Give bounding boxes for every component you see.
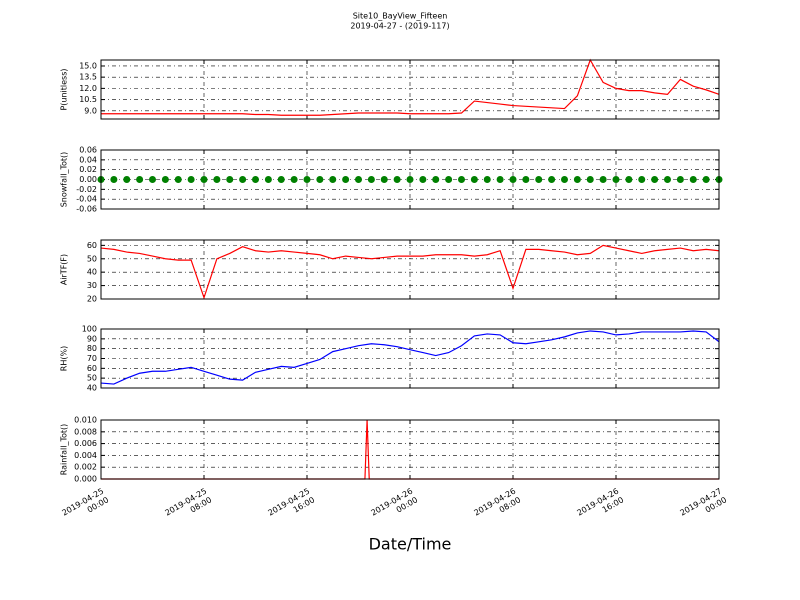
axes-frame — [100, 419, 720, 480]
point — [367, 176, 375, 183]
axes-frame — [100, 149, 720, 210]
y-tick-label: 0.00 — [79, 175, 97, 184]
series-line — [100, 244, 720, 300]
y-tick-label: 0.004 — [74, 451, 97, 460]
point — [174, 176, 182, 183]
figure-title: Site10_BayView_Fifteen — [353, 12, 448, 21]
point — [702, 176, 710, 183]
point — [535, 176, 543, 183]
point — [342, 176, 350, 183]
point — [676, 176, 684, 183]
point — [136, 176, 144, 183]
point — [689, 176, 697, 183]
point — [110, 176, 118, 183]
y-tick-label: 0.010 — [74, 416, 97, 425]
point — [432, 176, 440, 183]
point — [149, 176, 156, 183]
point — [393, 176, 401, 183]
point — [445, 176, 453, 183]
point — [651, 176, 659, 183]
point — [380, 176, 388, 183]
point — [612, 176, 620, 183]
point — [419, 176, 427, 183]
point — [470, 176, 478, 183]
y-tick-label: 13.5 — [79, 73, 97, 82]
point — [187, 176, 195, 183]
y-tick-label: 0.04 — [79, 155, 97, 164]
y-tick-label: 50 — [87, 254, 97, 263]
point — [638, 176, 646, 183]
point — [161, 176, 169, 183]
point — [625, 176, 633, 183]
y-axis-label: P(unitless) — [60, 68, 69, 110]
y-tick-label: -0.06 — [76, 205, 97, 214]
y-tick-label: 0.008 — [74, 427, 97, 436]
point — [522, 176, 530, 183]
y-tick-label: 0.06 — [79, 146, 97, 155]
y-tick-label: 9.0 — [84, 106, 97, 115]
point — [548, 176, 556, 183]
series-line — [100, 330, 720, 385]
point — [213, 176, 221, 183]
y-tick-label: 50 — [87, 374, 97, 383]
point — [303, 176, 311, 183]
y-tick-label: 70 — [87, 354, 97, 363]
point — [226, 176, 234, 183]
point — [264, 176, 272, 183]
point — [200, 176, 208, 183]
y-tick-label: 90 — [87, 334, 97, 343]
point — [664, 176, 671, 183]
point — [573, 176, 581, 183]
y-tick-label: 15.0 — [79, 61, 97, 70]
point — [599, 176, 607, 183]
y-axis-label: RH(%) — [60, 346, 69, 371]
point — [458, 176, 465, 183]
y-tick-label: 60 — [87, 241, 97, 250]
figure-subtitle: 2019-04-27 - (2019-117) — [350, 22, 449, 31]
y-axis-label: AirTF(F) — [60, 254, 69, 285]
point — [123, 176, 131, 183]
axes-frame — [100, 59, 720, 120]
point — [290, 176, 298, 183]
axes-frame — [100, 239, 720, 300]
y-tick-label: 0.000 — [74, 475, 97, 484]
y-tick-label: 30 — [87, 281, 97, 290]
y-tick-label: 0.02 — [79, 165, 97, 174]
axes-frame — [100, 328, 720, 389]
point — [561, 176, 568, 183]
y-tick-label: 0.006 — [74, 439, 97, 448]
y-tick-label: -0.02 — [76, 185, 97, 194]
point — [509, 176, 517, 183]
point — [483, 176, 491, 183]
y-axis-label: Rainfall_Tot() — [60, 424, 69, 476]
y-tick-label: 12.0 — [79, 84, 97, 93]
y-tick-label: 60 — [87, 364, 97, 373]
y-tick-label: 40 — [87, 268, 97, 277]
y-tick-label: -0.04 — [76, 195, 97, 204]
point — [355, 176, 362, 183]
y-tick-label: 100 — [82, 325, 97, 334]
point — [329, 176, 337, 183]
point — [239, 176, 247, 183]
point — [496, 176, 504, 183]
y-tick-label: 10.5 — [79, 95, 97, 104]
y-tick-label: 40 — [87, 384, 97, 393]
y-tick-label: 20 — [87, 295, 97, 304]
y-tick-label: 0.002 — [74, 463, 97, 472]
point — [252, 176, 259, 183]
point — [277, 176, 285, 183]
y-axis-label: Snowfall_Tot() — [60, 152, 69, 208]
y-tick-label: 80 — [87, 344, 97, 353]
point — [316, 176, 324, 183]
point — [406, 176, 414, 183]
x-axis-label: Date/Time — [369, 535, 452, 554]
point — [586, 176, 594, 183]
series-line — [101, 58, 720, 116]
